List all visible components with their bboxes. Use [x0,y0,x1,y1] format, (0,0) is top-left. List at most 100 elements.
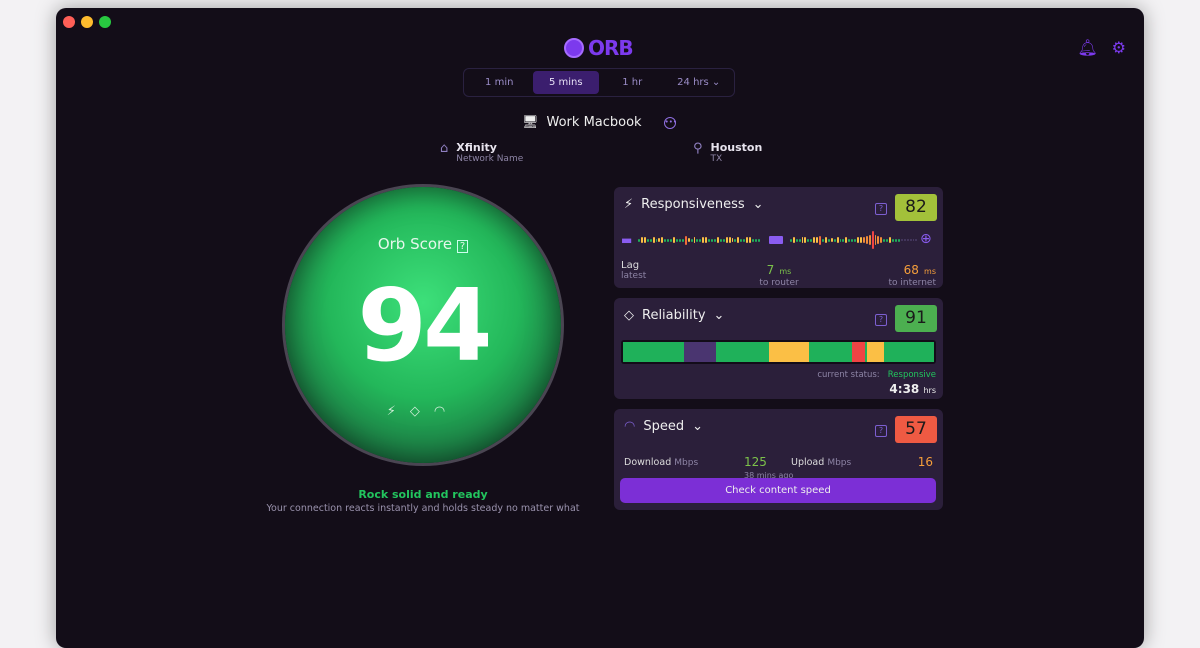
diamond-icon: ◇ [624,308,634,323]
internet-label: to internet [888,278,936,288]
timeline-segment-warn [867,342,885,362]
latency-bar [705,236,708,244]
latency-bar [851,238,854,242]
speed-header[interactable]: ◠ Speed ⌄ [624,419,703,434]
download-label: Download [624,457,672,468]
unit: ms [779,267,792,276]
latency-bar [675,238,678,242]
latency-bar [854,238,857,242]
tab-5-mins[interactable]: 5 mins [532,71,599,94]
latency-bar [813,236,816,244]
latency-bar [652,236,655,244]
logo-text: ORB [588,36,634,60]
close-window-button[interactable] [63,16,75,28]
responsiveness-card: ⚡︎ Responsiveness ⌄ ? 82 ▬ ⊕ Lag latest 7 m… [614,187,943,288]
latency-bar [877,236,880,244]
help-icon[interactable]: ? [875,203,887,215]
download-value: 125 [744,455,767,469]
latency-bar [684,235,687,245]
speedometer-icon: ◠ [624,419,636,434]
computer-icon: ▬ [621,233,633,247]
chevron-down-icon: ⌄ [711,77,721,88]
latency-bar [725,236,728,244]
latency-bar [722,238,725,242]
latency-bar [687,237,690,243]
latency-bar [915,239,918,241]
latency-bar [664,238,667,242]
timeline-segment-warn [769,342,809,362]
reliability-card: ◇ Reliability ⌄ ? 91 current status: Respo… [614,298,943,399]
responsiveness-score: 82 [895,194,937,221]
speed-score: 57 [895,416,937,443]
help-icon[interactable]: ? [875,425,887,437]
latency-bar [792,236,795,244]
latency-bar [681,238,684,242]
zoom-window-button[interactable] [99,16,111,28]
latency-bar [658,237,661,243]
latency-bar [690,238,693,242]
latency-bar [713,238,716,242]
minimize-window-button[interactable] [81,16,93,28]
bell-icon[interactable]: 🔔︎ [1077,38,1098,57]
device-selector[interactable]: 🖥︎ Work Macbook ••• [522,115,677,130]
orb-logo-icon [564,38,584,58]
status-duration: 4:38 [889,382,920,396]
app-window: ORB 🔔︎ ⚙ 1 min 5 mins 1 hr 24 hrs ⌄ 🖥︎ Wor… [56,8,1144,648]
latency-bar [693,236,696,244]
score-headline: Rock solid and ready [358,488,488,501]
timeline-segment-good [884,342,935,362]
orb-score-label: Orb Score [377,235,453,253]
latency-waveform [638,231,918,249]
latency-bar [912,239,915,241]
chevron-down-icon: ⌄ [752,197,764,212]
timeline-segment-good [864,342,868,362]
latency-bar [696,238,699,242]
latency-bar [868,235,871,245]
network-name: Xfinity [456,141,497,154]
tab-1-min[interactable]: 1 min [485,77,514,88]
latency-bar [731,237,734,243]
network-info: ⌂ Xfinity Network Name [440,141,523,164]
more-options-icon[interactable]: ••• [663,116,677,129]
location-info: ⚲ Houston TX [693,141,762,164]
latency-bar [795,238,798,242]
gauge-icon: ◠ [433,404,460,419]
latency-bar [824,236,827,244]
latency-bar [737,236,740,244]
check-content-speed-button[interactable]: Check content speed [620,478,936,503]
latency-bar [880,237,883,243]
card-title: Speed [643,419,685,434]
tab-1-hr[interactable]: 1 hr [622,77,643,88]
status-value: Responsive [887,370,936,380]
timeline-segment-offline [683,342,717,362]
latency-bar [886,238,889,242]
help-icon[interactable]: ? [456,240,469,253]
latency-bar [638,238,640,242]
latency-bar [871,231,874,249]
latency-bar [807,238,810,242]
location-city: Houston [710,141,763,154]
timeline-segment-good [716,342,770,362]
latency-bar [702,237,705,243]
latency-bar [711,238,713,242]
latency-bar [804,236,807,244]
lightning-icon: ⚡︎ [386,404,410,419]
help-icon[interactable]: ? [875,314,887,326]
responsiveness-header[interactable]: ⚡︎ Responsiveness ⌄ [624,197,764,212]
latency-bar [830,237,833,242]
latency-bar [892,238,895,242]
timeline-segment-good [623,342,684,362]
tab-24-hrs[interactable]: 24 hrs ⌄ [666,71,733,94]
latency-bar [859,237,862,243]
lightning-icon: ⚡︎ [624,197,634,212]
latency-bar [816,236,819,244]
reliability-header[interactable]: ◇ Reliability ⌄ [624,308,724,323]
gear-icon[interactable]: ⚙ [1111,38,1126,57]
latency-bar [751,238,754,242]
lag-sublabel: latest [621,271,647,281]
score-description: Your connection reacts instantly and hol… [266,503,580,514]
latency-bar [874,235,877,245]
latency-bar [862,237,865,243]
latency-bar [798,238,801,242]
latency-bar [754,238,757,242]
